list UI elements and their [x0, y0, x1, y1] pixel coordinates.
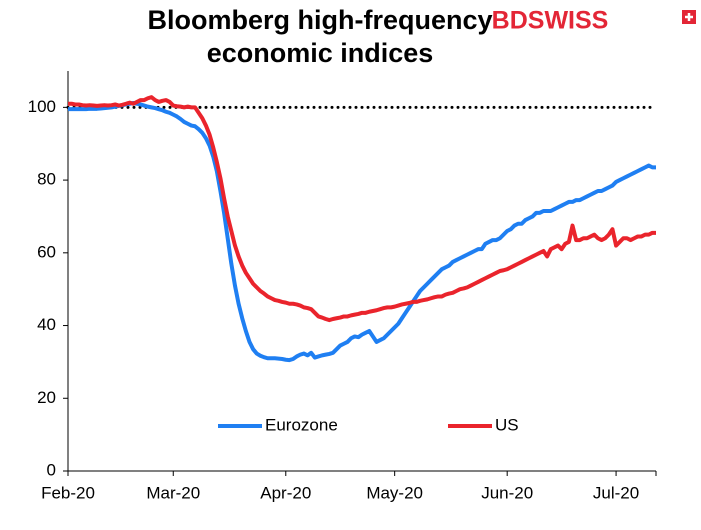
x-tick-label: Jun-20	[481, 483, 533, 502]
x-tick-label: Mar-20	[146, 483, 200, 502]
y-tick-label: 60	[37, 242, 56, 261]
legend-label: Eurozone	[265, 415, 338, 434]
y-tick-label: 0	[47, 460, 56, 479]
x-tick-label: Jul-20	[593, 483, 639, 502]
y-tick-label: 40	[37, 315, 56, 334]
x-tick-label: Apr-20	[260, 483, 311, 502]
chart-title: Bloomberg high-frequency economic indice…	[147, 5, 493, 68]
series-line	[68, 95, 656, 323]
y-tick-label: 20	[37, 388, 56, 407]
x-tick-label: May-20	[366, 483, 423, 502]
logo-cross	[685, 13, 693, 21]
legend-label: US	[495, 415, 519, 434]
y-tick-label: 80	[37, 170, 56, 189]
y-tick-label: 100	[28, 97, 56, 116]
logo: BDSWISS	[492, 7, 609, 35]
series-line	[68, 101, 656, 363]
x-tick-label: Feb-20	[41, 483, 95, 502]
